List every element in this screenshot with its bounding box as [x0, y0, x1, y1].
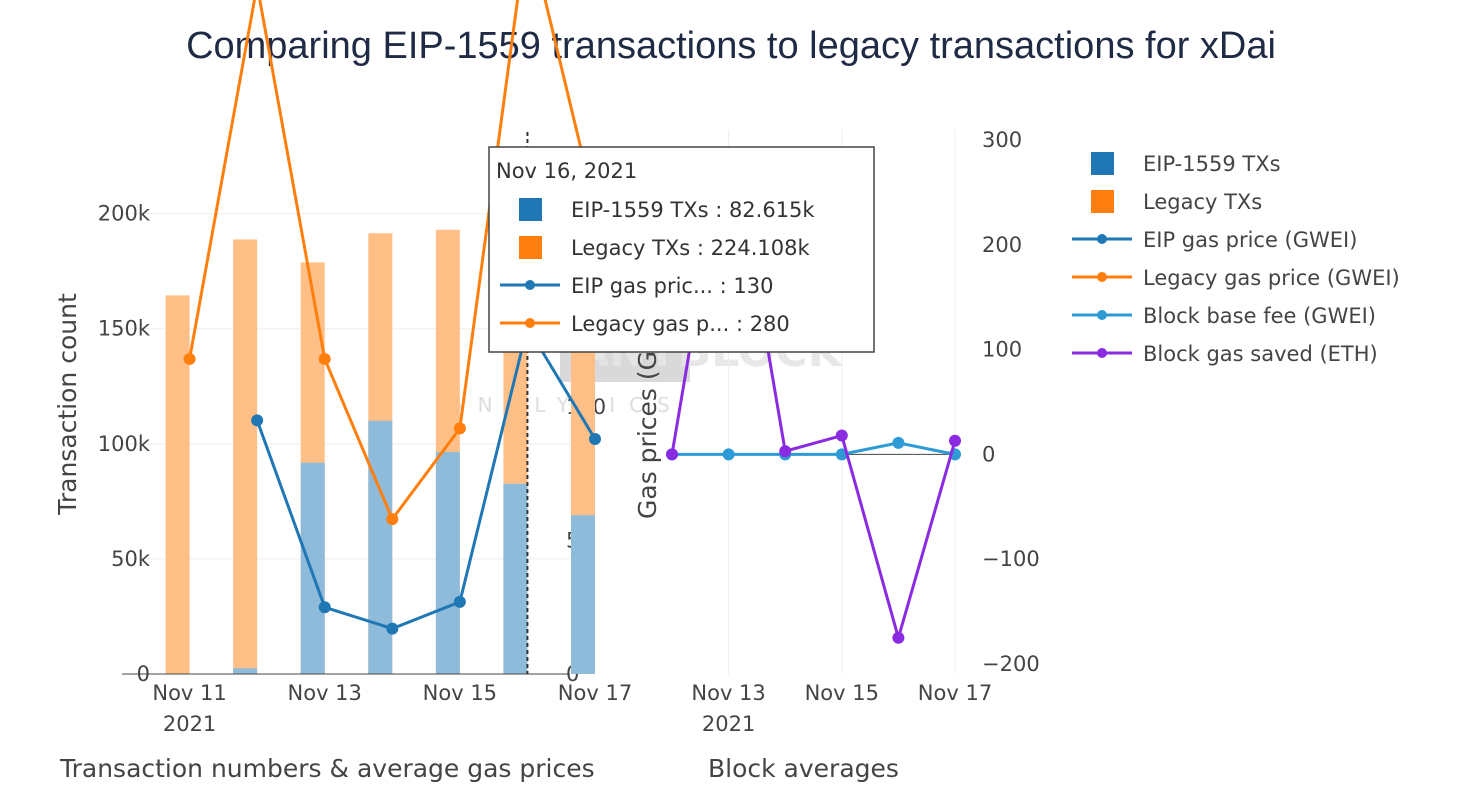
left-y-tick-label: 100k: [98, 432, 151, 456]
bar-legacy-txs: [165, 295, 190, 674]
point-eip-gas-price: [251, 414, 264, 427]
legend-label: Legacy TXs: [1143, 190, 1262, 214]
point-block-gas-saved: [723, 113, 735, 125]
legend-swatch-marker: [1097, 348, 1107, 358]
point-block-gas-saved: [949, 434, 961, 447]
right-y-tick-label: 100: [982, 338, 1022, 362]
point-eip-gas-price: [453, 595, 466, 608]
point-legacy-gas-price: [183, 352, 196, 365]
legend-swatch-square: [1091, 190, 1114, 213]
tooltip-row-label: EIP-1559 TXs : 82.615k: [571, 198, 815, 222]
watermark-subtext: ANALYTICS: [450, 393, 684, 417]
left-plot-area[interactable]: 050k100k150k200k050100150ANYBLOCKANALYTI…: [98, 0, 844, 736]
legend-label: EIP gas price (GWEI): [1143, 228, 1357, 252]
right-plot-area[interactable]: 300 200 100 0 −100 −200 Nov 13 Nov 15 Nov 17 2021: [666, 113, 1040, 736]
left-y-axis-title: Transaction count: [53, 293, 82, 516]
right-y-tick-label: 200: [982, 233, 1022, 257]
legend-item[interactable]: Block base fee (GWEI): [1072, 304, 1376, 328]
right-x-tick-label: Nov 13: [691, 681, 765, 705]
tooltip-box: [488, 146, 875, 353]
right-y-tick-label: 300: [982, 128, 1022, 152]
point-block-base-fee: [892, 436, 905, 449]
point-block-base-fee: [722, 448, 735, 461]
point-block-gas-saved: [666, 448, 678, 461]
left-y2-axis-title: Gas prices (G: [633, 351, 662, 519]
legend-item[interactable]: EIP gas price (GWEI): [1072, 228, 1357, 252]
right-x-year-label: 2021: [702, 712, 755, 736]
tooltip-row-label: Legacy gas p... : 280: [571, 312, 790, 336]
point-legacy-gas-price: [386, 513, 399, 526]
bar-legacy-txs: [233, 239, 258, 674]
bar-eip-1559-txs: [368, 420, 393, 674]
point-legacy-gas-price: [453, 422, 466, 435]
point-legacy-gas-price: [318, 352, 331, 365]
tooltip-row-label: EIP gas pric... : 130: [571, 274, 774, 298]
tooltip-swatch-square: [519, 198, 542, 221]
line-block-base-fee: [672, 441, 956, 456]
point-block-gas-saved: [835, 429, 848, 442]
tooltip-swatch-marker: [525, 280, 535, 290]
bar-eip-1559-txs: [233, 668, 258, 674]
left-x-tick-label: Nov 17: [558, 681, 632, 705]
legend-label: Legacy gas price (GWEI): [1143, 266, 1400, 290]
legend-item[interactable]: Legacy gas price (GWEI): [1072, 266, 1400, 290]
left-x-tick-label: Nov 13: [288, 681, 362, 705]
legend-label: Block gas saved (ETH): [1143, 342, 1378, 366]
legend-item[interactable]: Legacy TXs: [1091, 190, 1262, 214]
left-panel-subtitle: Transaction numbers & average gas prices: [59, 754, 595, 783]
left-y-tick-label: 50k: [111, 547, 151, 571]
left-y-tick-label: 200k: [98, 202, 151, 226]
point-eip-gas-price: [386, 622, 399, 635]
left-x-year-label: 2021: [163, 712, 216, 736]
right-y-tick-label: 0: [982, 442, 995, 466]
point-eip-gas-price: [589, 433, 601, 446]
point-block-gas-saved: [892, 631, 905, 644]
legend-swatch-marker: [1097, 310, 1107, 320]
legend-label: EIP-1559 TXs: [1143, 152, 1281, 176]
hover-tooltip: Nov 16, 2021 EIP-1559 TXs : 82.615k Legacy…: [488, 146, 875, 353]
left-y-tick-label: 150k: [98, 317, 151, 341]
point-eip-gas-price: [318, 601, 331, 614]
tooltip-date: Nov 16, 2021: [496, 159, 637, 183]
tooltip-swatch-square: [519, 236, 542, 259]
right-y-tick-label: −200: [982, 652, 1040, 676]
right-x-tick-label: Nov 15: [805, 681, 879, 705]
right-x-tick-label: Nov 17: [918, 681, 992, 705]
bar-eip-1559-txs: [571, 515, 595, 674]
left-x-tick-label: Nov 15: [423, 681, 497, 705]
legend-swatch-square: [1091, 152, 1114, 175]
right-y-tick-label: −100: [982, 547, 1040, 571]
tooltip-swatch-marker: [525, 318, 535, 328]
legend-item[interactable]: EIP-1559 TXs: [1091, 152, 1281, 176]
legend-label: Block base fee (GWEI): [1143, 304, 1376, 328]
bar-eip-1559-txs: [503, 483, 528, 674]
bar-eip-1559-txs: [435, 451, 460, 674]
legend[interactable]: EIP-1559 TXs Legacy TXs EIP gas price (GWE…: [1072, 152, 1400, 366]
bar-eip-1559-txs: [300, 462, 325, 674]
legend-swatch-marker: [1097, 234, 1107, 244]
line-block-gas-saved: [670, 300, 957, 644]
point-block-gas-saved: [779, 445, 792, 458]
tooltip-row-label: Legacy TXs : 224.108k: [571, 236, 811, 260]
legend-item[interactable]: Block gas saved (ETH): [1072, 342, 1378, 366]
right-panel-subtitle: Block averages: [708, 754, 899, 783]
chart-title: Comparing EIP-1559 transactions to legac…: [186, 25, 1276, 67]
right-series-group: [666, 113, 961, 644]
legend-swatch-marker: [1097, 272, 1107, 282]
left-x-tick-label: Nov 11: [152, 681, 226, 705]
